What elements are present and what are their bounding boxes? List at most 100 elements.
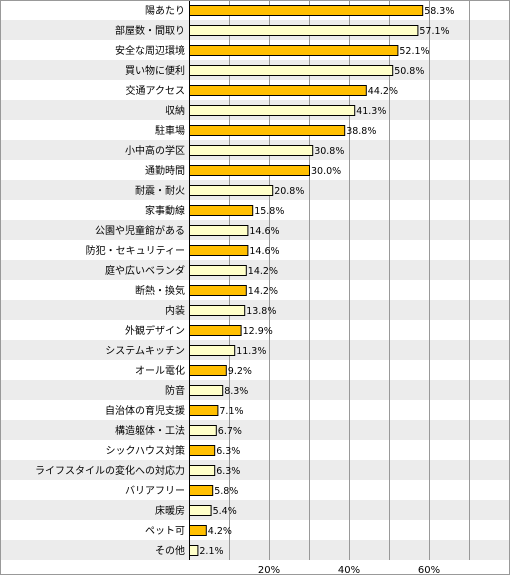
- bar: [189, 545, 199, 556]
- category-label: 陽あたり: [145, 5, 185, 17]
- bar: [189, 265, 247, 276]
- bar: [189, 345, 236, 356]
- bar: [189, 65, 394, 76]
- x-tick-label: 20%: [258, 565, 280, 575]
- bar: [189, 285, 247, 296]
- bar: [189, 225, 249, 236]
- bar: [189, 385, 224, 396]
- category-label: 交通アクセス: [126, 84, 186, 97]
- x-tick-label: 60%: [418, 565, 440, 575]
- category-label: 家事動線: [145, 204, 185, 217]
- bar: [189, 105, 356, 116]
- bar: [189, 485, 214, 496]
- value-label: 14.6%: [249, 226, 279, 237]
- category-label: 防音: [165, 384, 185, 397]
- value-label: 4.2%: [208, 526, 232, 537]
- row-stripe: [1, 500, 509, 520]
- value-label: 14.2%: [248, 266, 278, 277]
- category-label: 安全な周辺環境: [115, 44, 185, 57]
- bar: [189, 165, 310, 176]
- value-label: 6.7%: [218, 426, 242, 437]
- bar: [189, 145, 314, 156]
- category-label: その他: [155, 544, 185, 557]
- category-label: 耐震・耐火: [135, 184, 185, 197]
- row-stripe: [1, 340, 509, 360]
- row-stripe: [1, 240, 509, 260]
- category-label: 自治体の育児支援: [105, 404, 185, 417]
- category-label: 買い物に便利: [125, 64, 185, 77]
- value-label: 52.1%: [399, 46, 429, 57]
- row-stripe: [1, 200, 509, 220]
- category-label: 公園や児童館がある: [95, 224, 185, 237]
- value-label: 57.1%: [419, 26, 449, 37]
- value-label: 58.3%: [424, 6, 454, 17]
- value-label: 14.6%: [249, 246, 279, 257]
- value-label: 5.4%: [213, 506, 237, 517]
- row-stripe: [1, 460, 509, 480]
- bar: [189, 365, 227, 376]
- row-stripe: [1, 220, 509, 240]
- category-label: ライフスタイルの変化への対応力: [35, 464, 185, 477]
- value-label: 5.8%: [214, 486, 238, 497]
- value-label: 6.3%: [216, 466, 240, 477]
- bar: [189, 185, 274, 196]
- row-stripe: [1, 400, 509, 420]
- bar: [189, 125, 346, 136]
- row-stripe: [1, 520, 509, 540]
- bar: [189, 525, 207, 536]
- value-label: 30.8%: [314, 146, 344, 157]
- bar: [189, 425, 217, 436]
- x-axis-ticks: 20% 40% 60%: [258, 565, 440, 575]
- row-stripe: [1, 280, 509, 300]
- bar: [189, 25, 419, 36]
- row-stripe: [1, 540, 509, 560]
- category-label: 部屋数・間取り: [115, 24, 185, 37]
- category-label: オール電化: [135, 364, 185, 377]
- value-label: 13.8%: [246, 306, 276, 317]
- category-label: シックハウス対策: [106, 444, 186, 457]
- value-label: 20.8%: [274, 186, 304, 197]
- bar: [189, 85, 367, 96]
- category-label: 構造躯体・工法: [115, 424, 185, 437]
- value-label: 9.2%: [228, 366, 252, 377]
- value-label: 11.3%: [236, 346, 266, 357]
- category-label: 防犯・セキュリティー: [86, 244, 185, 257]
- category-label: 床暖房: [155, 504, 185, 517]
- category-label: 内装: [165, 304, 185, 317]
- category-label: 小中高の学区: [125, 144, 185, 157]
- category-label: ペット可: [145, 526, 185, 537]
- bar: [189, 445, 216, 456]
- value-label: 41.3%: [356, 106, 386, 117]
- bar: [189, 45, 399, 56]
- value-label: 7.1%: [219, 406, 243, 417]
- value-label: 15.8%: [254, 206, 284, 217]
- category-label: システムキッチン: [105, 345, 185, 357]
- row-stripes: [1, 0, 509, 560]
- row-stripe: [1, 380, 509, 400]
- value-label: 44.2%: [368, 86, 398, 97]
- category-label: バリアフリー: [125, 485, 185, 497]
- value-label: 6.3%: [216, 446, 240, 457]
- category-label: 駐車場: [155, 124, 185, 137]
- category-label: 外観デザイン: [125, 324, 185, 337]
- row-stripe: [1, 440, 509, 460]
- value-label: 12.9%: [243, 326, 273, 337]
- category-label: 庭や広いベランダ: [105, 264, 185, 277]
- bar: [189, 305, 246, 316]
- x-tick-label: 40%: [338, 565, 360, 575]
- value-label: 14.2%: [248, 286, 278, 297]
- row-stripe: [1, 300, 509, 320]
- value-label: 2.1%: [199, 546, 223, 557]
- bar: [189, 245, 249, 256]
- bar: [189, 465, 216, 476]
- category-label: 通勤時間: [145, 164, 185, 177]
- value-label: 38.8%: [346, 126, 376, 137]
- value-label: 30.0%: [311, 166, 341, 177]
- row-stripe: [1, 320, 509, 340]
- bar: [189, 205, 254, 216]
- row-stripe: [1, 480, 509, 500]
- value-label: 50.8%: [394, 66, 424, 77]
- category-labels: 陽あたり部屋数・間取り安全な周辺環境買い物に便利交通アクセス収納駐車場小中高の学…: [35, 5, 185, 557]
- row-stripe: [1, 260, 509, 280]
